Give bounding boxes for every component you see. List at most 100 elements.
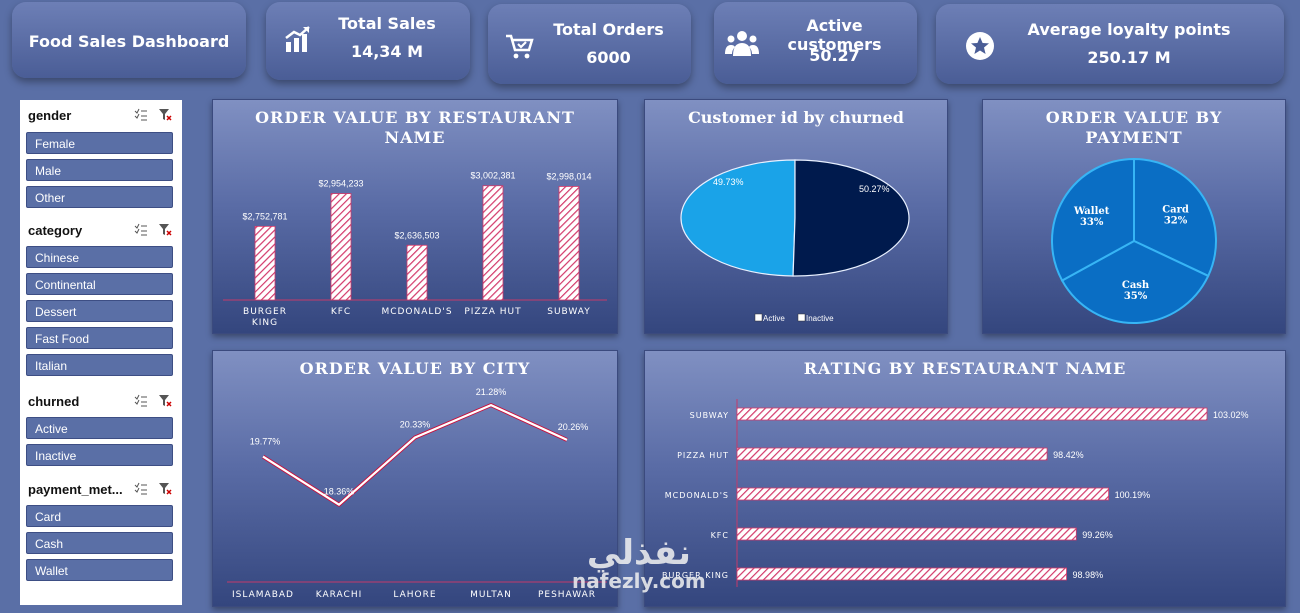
legend-swatch <box>754 313 763 322</box>
multi-select-icon[interactable] <box>134 223 148 237</box>
slice-label: Card <box>1162 205 1189 216</box>
panel-order-value-by-restaurant: ORDER VALUE BY RESTAURANT NAME $2,752,78… <box>212 99 618 334</box>
kpi-value: 250.17 M <box>1087 48 1171 67</box>
clear-filter-icon[interactable] <box>158 394 172 408</box>
pie-slice <box>1051 157 1135 282</box>
kpi-average-loyalty-points: Average loyalty points 250.17 M <box>936 4 1284 84</box>
kpi-label: Total Sales <box>338 14 436 33</box>
slicer-gender: gender Female Male Other <box>20 103 182 208</box>
slicer-item-fast-food[interactable]: Fast Food <box>26 327 173 349</box>
kpi-label: Total Orders <box>553 20 664 39</box>
clear-filter-icon[interactable] <box>158 223 172 237</box>
slicer-header: gender <box>20 103 182 127</box>
data-label: 20.26% <box>558 422 589 432</box>
panel-order-value-by-city: ORDER VALUE BY CITY 19.77% ISLAMABAD 18.36… <box>212 350 618 607</box>
data-label: $3,002,381 <box>470 171 515 181</box>
data-label: $2,998,014 <box>546 171 591 181</box>
data-label: 103.02% <box>1213 410 1249 420</box>
slicer-item-chinese[interactable]: Chinese <box>26 246 173 268</box>
chart-rating-by-restaurant: 103.02% SUBWAY 98.42% PIZZA HUT 100.19% MCDON… <box>662 399 1249 587</box>
tick-label: MCDONALD'S <box>665 491 729 500</box>
slicer-item-male[interactable]: Male <box>26 159 173 181</box>
kpi-active-customers: Active customers 50.27 <box>714 2 917 84</box>
slice-label: Cash <box>1122 280 1150 291</box>
data-label: 33% <box>1080 217 1104 228</box>
slicer-item-cash[interactable]: Cash <box>26 532 173 554</box>
slicer-item-italian[interactable]: Italian <box>26 354 173 376</box>
bar <box>406 244 428 301</box>
chart-order-value-by-city: 19.77% ISLAMABAD 18.36% KARACHI 20.33% LAHORE… <box>227 387 607 600</box>
tick-label: KFC <box>711 531 729 540</box>
pie-slice <box>680 159 796 277</box>
tick-label: MULTAN <box>470 590 512 600</box>
slicer-item-female[interactable]: Female <box>26 132 173 154</box>
data-label: 49.73% <box>713 177 744 187</box>
slicer-payment-method: payment_met... Card Cash Wallet <box>20 477 182 581</box>
bar <box>482 185 504 301</box>
tick-label: BURGER KING <box>662 571 729 580</box>
bar-chart-icon <box>285 26 310 52</box>
chart-title: ORDER VALUE BY CITY <box>299 359 531 378</box>
clear-filter-icon[interactable] <box>158 482 172 496</box>
tick-label: ISLAMABAD <box>232 590 294 600</box>
data-label: 50.27% <box>859 184 890 194</box>
bar <box>558 186 580 301</box>
star-icon <box>966 32 994 60</box>
kpi-value: 50.27 <box>809 46 860 65</box>
data-label: $2,954,233 <box>318 179 363 189</box>
bar <box>736 447 1048 461</box>
users-icon <box>725 31 759 56</box>
multi-select-icon[interactable] <box>134 482 148 496</box>
tick-label: KING <box>252 318 278 328</box>
cart-icon <box>506 34 534 59</box>
slicer-header: category <box>20 218 182 242</box>
slicer-item-dessert[interactable]: Dessert <box>26 300 173 322</box>
slicer-item-other[interactable]: Other <box>26 186 173 208</box>
data-label: 19.77% <box>250 437 281 447</box>
bar <box>254 225 276 301</box>
slicer-title: category <box>28 223 83 238</box>
dashboard-title: Food Sales Dashboard <box>28 32 230 51</box>
tick-label: SUBWAY <box>690 411 729 420</box>
slicer-item-continental[interactable]: Continental <box>26 273 173 295</box>
data-label: 20.33% <box>400 420 431 430</box>
watermark-latin: nafezly.com <box>572 569 706 593</box>
data-label: $2,636,503 <box>394 230 439 240</box>
slicer-title: payment_met... <box>28 482 123 497</box>
data-label: 32% <box>1164 216 1188 227</box>
kpi-label: Active customers <box>787 16 882 54</box>
panel-rating-by-restaurant: RATING BY RESTAURANT NAME 103.02% SUBWAY 9… <box>644 350 1286 607</box>
slicer-churned: churned Active Inactive <box>20 389 182 466</box>
data-label: 21.28% <box>476 387 507 397</box>
multi-select-icon[interactable] <box>134 394 148 408</box>
watermark-arabic: نفذلي <box>586 533 691 573</box>
legend-label: Active <box>763 314 785 323</box>
tick-label: KARACHI <box>316 590 363 600</box>
dashboard-title-card: Food Sales Dashboard <box>12 2 246 78</box>
slicer-item-active[interactable]: Active <box>26 417 173 439</box>
multi-select-icon[interactable] <box>134 108 148 122</box>
panel-order-value-by-payment: ORDER VALUE BY PAYMENT Card 32% Cash 35% Wal… <box>982 99 1286 334</box>
kpi-total-sales: Total Sales 14,34 M <box>266 2 470 80</box>
pie-slice <box>1133 157 1217 278</box>
panel-customer-churn: Customer id by churned 49.73% 50.27% Activ… <box>644 99 948 334</box>
slicer-item-card[interactable]: Card <box>26 505 173 527</box>
watermark: نفذلي nafezly.com <box>572 536 706 592</box>
slicer-item-inactive[interactable]: Inactive <box>26 444 173 466</box>
clear-filter-icon[interactable] <box>158 108 172 122</box>
slicer-title: churned <box>28 394 80 409</box>
tick-label: LAHORE <box>393 590 436 600</box>
legend-swatch <box>797 313 806 322</box>
chart-customer-churn: 49.73% 50.27% Active Inactive <box>680 159 910 323</box>
slicer-item-wallet[interactable]: Wallet <box>26 559 173 581</box>
pie-slice <box>792 159 910 277</box>
series-line <box>262 403 568 506</box>
data-label: 98.98% <box>1073 570 1104 580</box>
tick-label: BURGER <box>243 307 287 317</box>
kpi-label: Average loyalty points <box>1027 20 1231 39</box>
tick-label: PIZZA HUT <box>677 451 729 460</box>
tick-label: MCDONALD'S <box>381 307 452 317</box>
chart-title: ORDER VALUE BY PAYMENT <box>1045 108 1223 147</box>
